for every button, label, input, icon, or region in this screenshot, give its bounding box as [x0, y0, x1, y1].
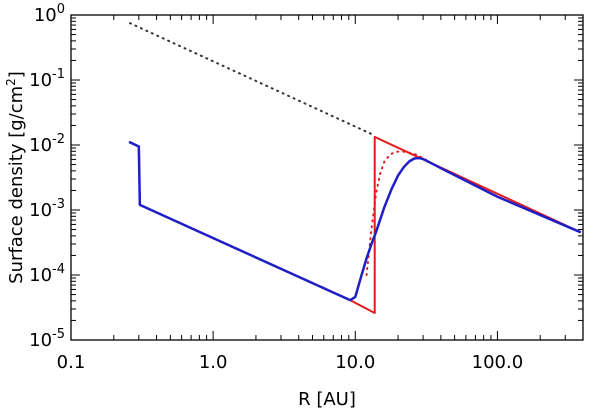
y-tick-label: 100 — [34, 2, 65, 26]
y-axis-label: Surface density [g/cm2] — [4, 71, 27, 284]
y-axis-label-sup: 2 — [4, 78, 18, 86]
x-tick-label: 1.0 — [199, 352, 228, 373]
plot-frame — [70, 14, 584, 341]
y-tick-label: 10-2 — [29, 132, 65, 156]
series-layer — [128, 22, 582, 315]
series-line-1 — [365, 150, 581, 276]
x-tick-label: 0.1 — [57, 352, 86, 373]
y-tick-label: 10-4 — [29, 262, 65, 286]
x-axis-label: R [AU] — [298, 389, 356, 410]
series-line-0 — [128, 22, 376, 137]
y-tick-label: 10-1 — [29, 67, 65, 91]
y-tick-label: 10-5 — [29, 327, 65, 351]
ticks-layer — [70, 14, 584, 341]
x-tick-label: 10.0 — [335, 352, 375, 373]
series-line-2 — [128, 135, 581, 315]
y-axis-label-prefix: Surface density [g/cm — [6, 86, 27, 284]
y-tick-label: 10-3 — [29, 197, 65, 221]
series-line-3 — [128, 141, 582, 302]
x-tick-label: 100.0 — [472, 352, 524, 373]
labels-layer: 0.1 1.0 10.0 100.0 100 10-1 10-2 10-3 10-4 10-5 — [29, 2, 523, 373]
y-axis-label-suffix: ] — [6, 71, 27, 78]
